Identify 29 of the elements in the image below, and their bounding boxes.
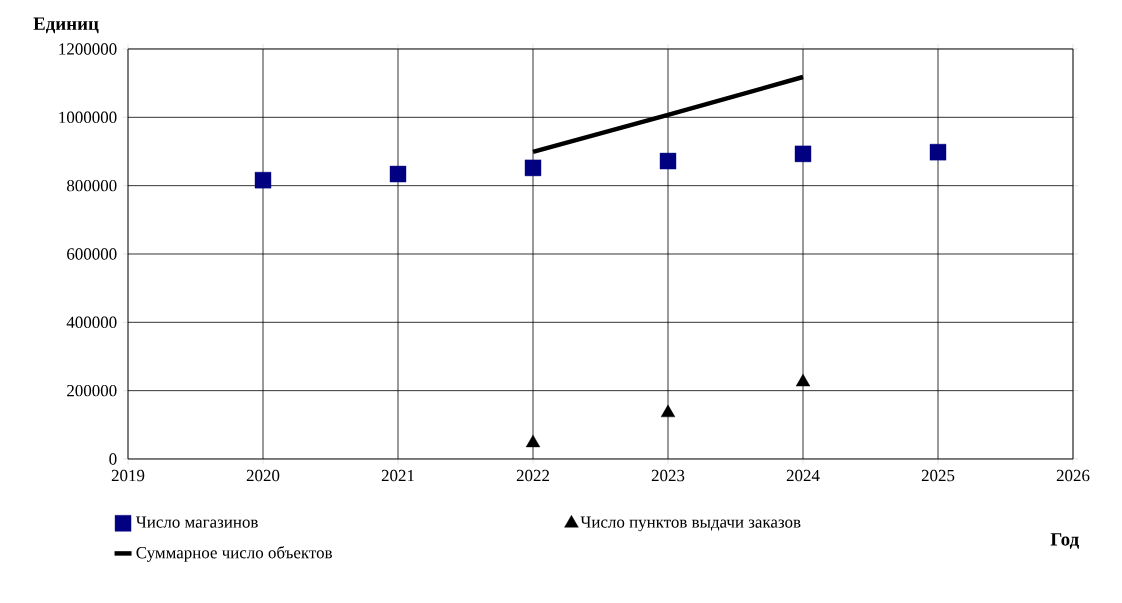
x-tick-label: 2023 <box>651 469 685 482</box>
point <box>254 171 272 189</box>
point <box>795 373 811 387</box>
x-axis-title: Год <box>1050 533 1079 549</box>
x-tick-label: 2026 <box>1056 469 1090 482</box>
point <box>929 143 947 161</box>
y-tick-label: 400000 <box>66 316 117 329</box>
y-tick-label: 0 <box>109 453 117 465</box>
point <box>524 159 542 177</box>
x-tick-label: 2025 <box>921 469 955 482</box>
point <box>525 434 541 448</box>
point <box>389 165 407 183</box>
y-tick-label: 600000 <box>67 248 117 260</box>
y-tick-label: 800000 <box>67 179 117 192</box>
x-tick-label: 2019 <box>111 469 145 482</box>
x-tick-label: 2022 <box>516 469 550 482</box>
x-tick-label: 2024 <box>786 469 820 482</box>
point <box>660 404 676 418</box>
y-tick-label: 1000000 <box>59 111 117 124</box>
legend-label: Число пунктов выдачи заказов <box>580 516 801 532</box>
y-tick-label: 200000 <box>67 384 117 397</box>
x-tick-label: 2021 <box>381 469 414 482</box>
y-tick-label: 1200000 <box>59 43 117 55</box>
legend-label: Число магазинов <box>135 516 258 528</box>
legend-label: Суммарное число объектов <box>136 546 332 562</box>
point <box>794 145 812 163</box>
y-axis-title: Единиц <box>33 17 99 34</box>
point <box>659 152 677 170</box>
x-tick-label: 2020 <box>246 469 280 482</box>
